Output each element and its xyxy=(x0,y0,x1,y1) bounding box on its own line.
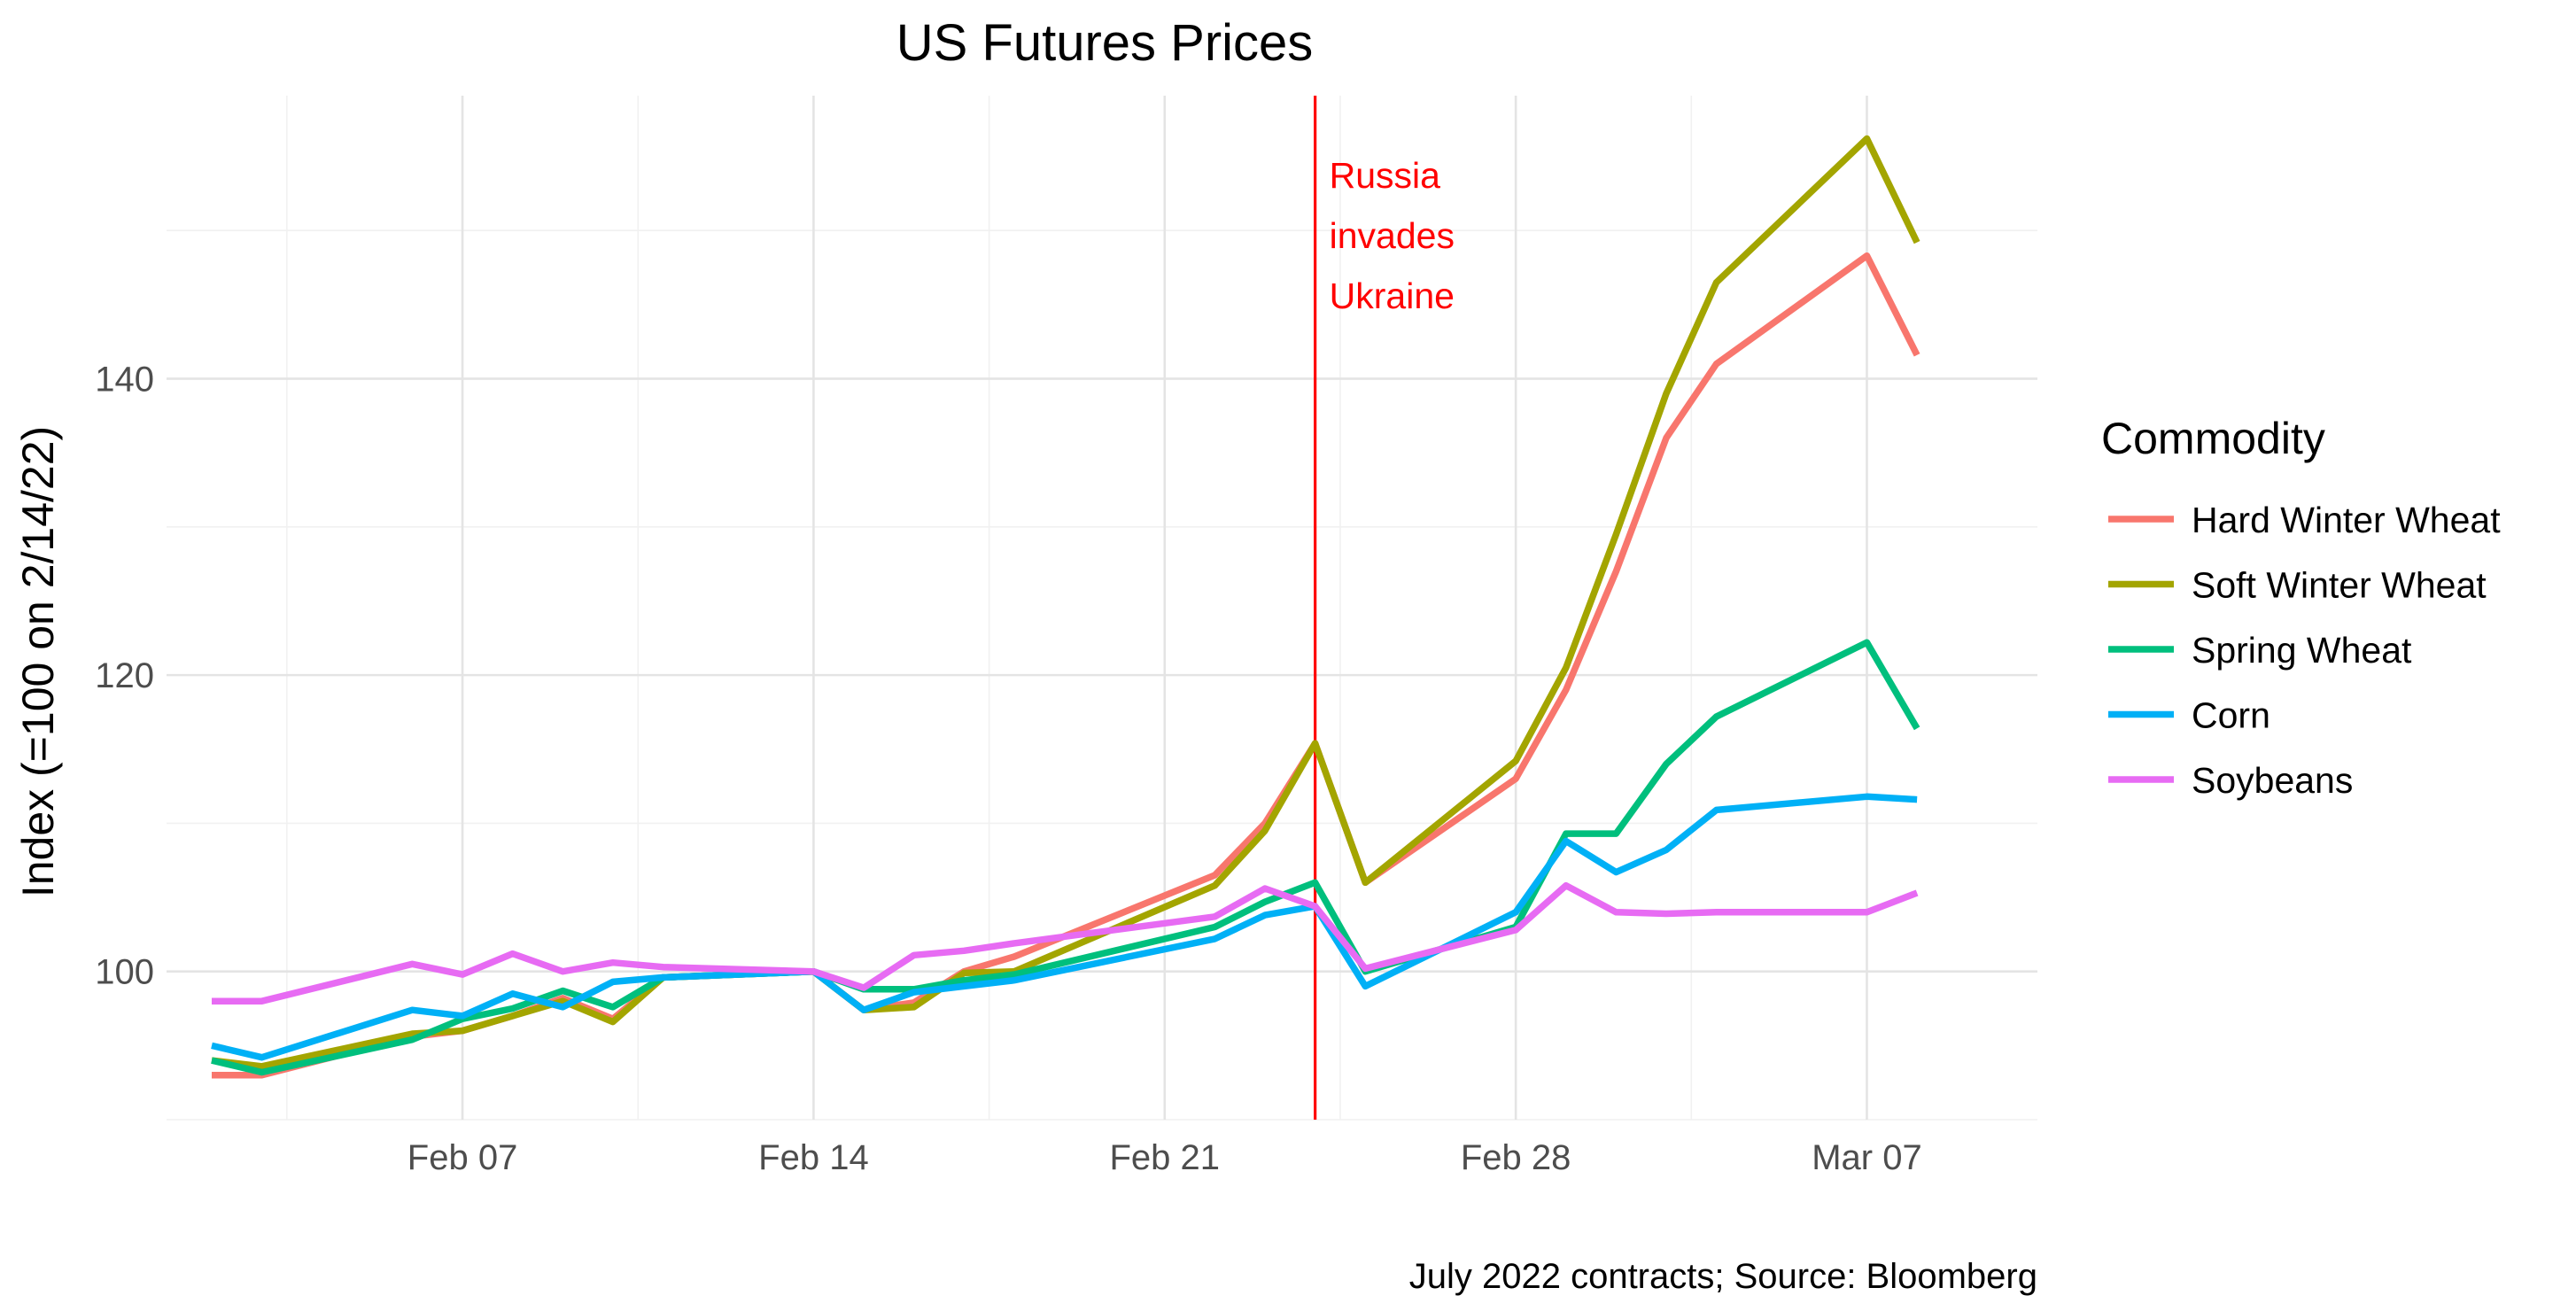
series-line-soybeans xyxy=(212,881,1919,1005)
event-annotation-line: invades xyxy=(1330,215,1455,256)
legend-label: Soybeans xyxy=(2192,760,2353,801)
x-tick-label: Mar 07 xyxy=(1812,1138,1922,1177)
y-tick-label: 140 xyxy=(95,361,154,400)
series-lines xyxy=(211,135,1920,1079)
legend-title: Commodity xyxy=(2101,414,2325,463)
x-tick-label: Feb 21 xyxy=(1110,1138,1221,1177)
event-marker: Russia invades Ukraine xyxy=(1314,96,1455,1120)
y-axis-label: Index (=100 on 2/14/22) xyxy=(13,426,63,897)
x-tick-label: Feb 14 xyxy=(758,1138,869,1177)
y-tick-label: 120 xyxy=(95,656,154,695)
chart-title: US Futures Prices xyxy=(896,14,1314,72)
chart-caption: July 2022 contracts; Source: Bloomberg xyxy=(1409,1257,2037,1296)
legend: Commodity Hard Winter Wheat Soft Winter W… xyxy=(2101,414,2501,801)
series-line-spring-wheat xyxy=(211,639,1920,1076)
x-tick-label: Feb 28 xyxy=(1461,1138,1571,1177)
legend-label: Soft Winter Wheat xyxy=(2192,565,2487,606)
y-tick-label: 100 xyxy=(95,953,154,992)
x-tick-label: Feb 07 xyxy=(407,1138,518,1177)
legend-label: Spring Wheat xyxy=(2192,630,2412,671)
series-line-soft-winter-wheat xyxy=(211,135,1920,1070)
grid xyxy=(167,96,2037,1121)
axes: 100 120 140 Feb 07 Feb 14 Feb 21 Feb 28 Mar 07 xyxy=(95,361,1921,1177)
event-annotation-line: Ukraine xyxy=(1330,275,1455,316)
event-annotation-line: Russia xyxy=(1330,155,1441,196)
legend-label: Corn xyxy=(2192,695,2270,736)
legend-label: Hard Winter Wheat xyxy=(2192,500,2501,540)
series-line-corn xyxy=(211,793,1918,1061)
